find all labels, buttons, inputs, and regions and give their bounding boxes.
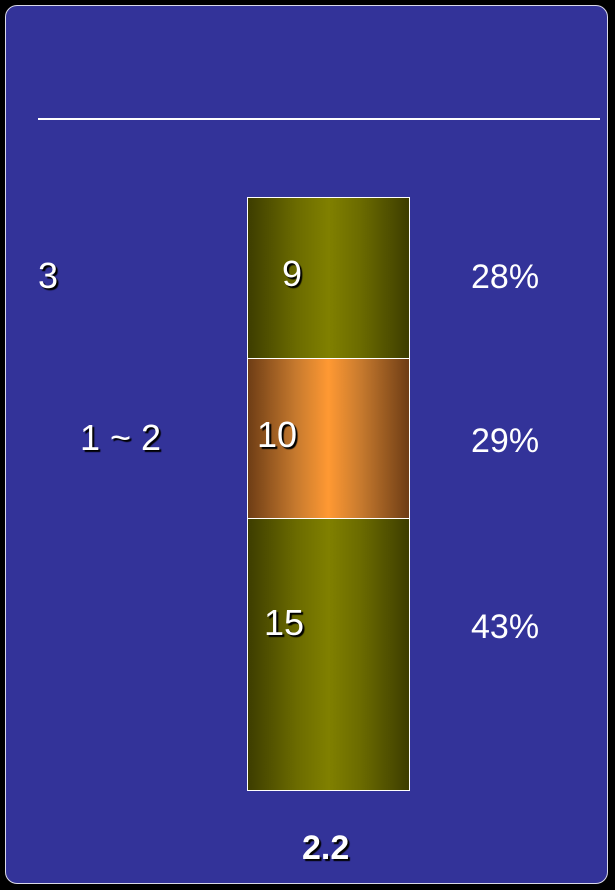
segment-top-value: 9	[282, 253, 303, 294]
percent-middle: 29%	[471, 422, 540, 460]
left-label-3: 3	[38, 255, 59, 296]
stacked-column: 9 10 15	[247, 197, 410, 791]
segment-top: 9	[247, 197, 410, 359]
segment-bottom: 15	[247, 518, 410, 791]
percent-top: 28%	[471, 258, 540, 296]
segment-middle-value: 10	[257, 414, 298, 455]
percent-bottom: 43%	[471, 608, 540, 646]
left-label-1-2: 1 ~ 2	[80, 417, 162, 458]
total-value: 2.2	[302, 829, 350, 867]
segment-middle: 10	[247, 358, 410, 519]
divider-line	[38, 118, 600, 120]
segment-bottom-value: 15	[264, 602, 305, 643]
slide-panel: 3 1 ~ 2 9 10 15 28% 29% 43% 2.2	[5, 5, 608, 884]
